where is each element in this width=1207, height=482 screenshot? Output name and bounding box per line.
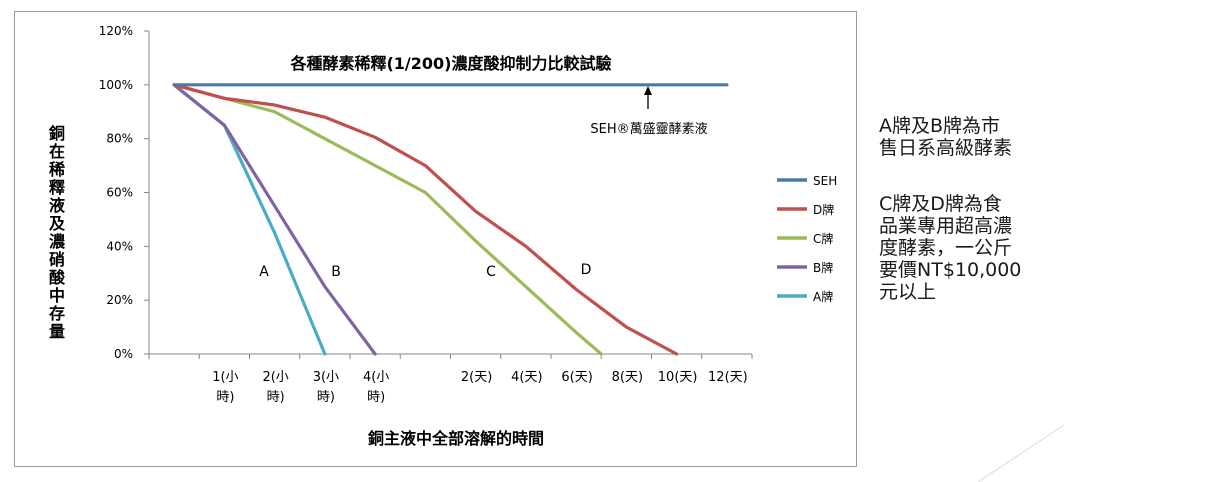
x-tick-label: 12(天) xyxy=(708,370,748,385)
chart-frame: 0% 20% 40% 60% 80% 100% 120% 1(小時) 2(小時) 3(小時) 4(小… xyxy=(14,11,857,467)
curve-letter-a: A xyxy=(259,264,269,280)
series-line-c xyxy=(172,83,603,356)
y-tick-label: 80% xyxy=(106,132,133,146)
y-tick-label: 20% xyxy=(106,293,133,307)
y-tick-label: 60% xyxy=(106,186,133,200)
x-tick-label: 2(小時) xyxy=(262,370,288,405)
side-note-ab: A牌及B牌為市 售日系高級酵素 xyxy=(879,115,1013,159)
seh-annotation: SEH®萬盛靈酵素液 xyxy=(590,122,707,137)
x-tick-label: 2(天) xyxy=(461,370,492,385)
chart-title: 各種酵素稀釋(1/200)濃度酸抑制力比較試驗 xyxy=(289,54,611,73)
x-tick-label: 3(小時) xyxy=(313,370,339,405)
curve-letter-b: B xyxy=(331,264,341,280)
side-note-cd: C牌及D牌為食 品業專用超高濃 度酵素，一公斤 要價NT$10,000 元以上 xyxy=(879,193,1022,303)
legend-label: A牌 xyxy=(813,290,833,304)
legend-label: B牌 xyxy=(813,261,833,275)
y-tick-label: 100% xyxy=(99,78,133,92)
y-axis-label: 銅在稀釋液及濃硝酸中存量 xyxy=(49,124,66,341)
x-tick-label: 4(天) xyxy=(511,370,542,385)
x-tick-label: 6(天) xyxy=(561,370,592,385)
y-tick-label: 0% xyxy=(114,347,133,361)
x-tick-label: 8(天) xyxy=(612,370,643,385)
curve-letter-c: C xyxy=(486,264,496,280)
y-tick-label: 120% xyxy=(99,24,133,38)
legend-label: SEH xyxy=(813,174,837,188)
line-chart: 0% 20% 40% 60% 80% 100% 120% 1(小時) 2(小時) 3(小時) 4(小… xyxy=(49,24,837,448)
series-line-b xyxy=(172,83,377,356)
x-tick-label: 1(小時) xyxy=(212,370,238,405)
legend-label: C牌 xyxy=(813,232,833,246)
series-line-d xyxy=(172,83,679,356)
seh-arrow-head xyxy=(644,86,652,95)
x-axis-label: 銅主液中全部溶解的時間 xyxy=(368,429,544,448)
x-tick-label: 4(小時) xyxy=(363,370,389,405)
x-tick-label: 10(天) xyxy=(658,370,698,385)
legend-label: D牌 xyxy=(813,203,834,217)
curve-letter-d: D xyxy=(581,262,592,278)
y-tick-label: 40% xyxy=(106,239,133,253)
